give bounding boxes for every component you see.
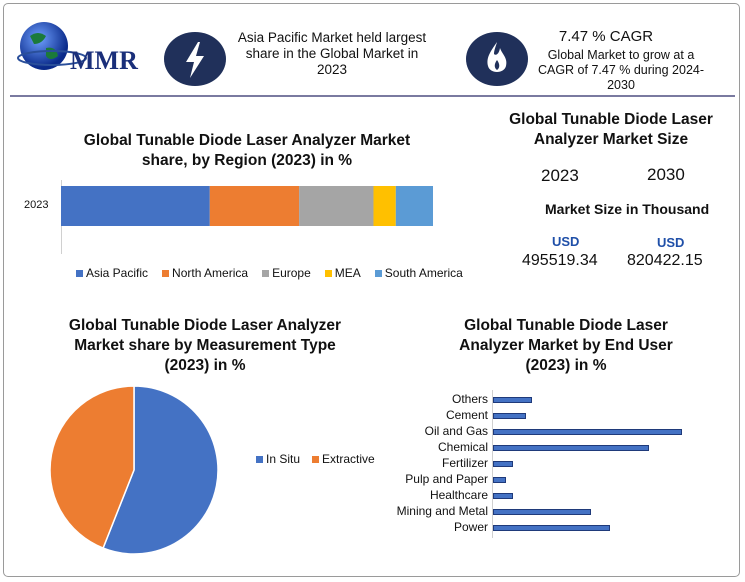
category-label-mining-and-metal: Mining and Metal [396,504,488,518]
measurement-pie [49,385,219,555]
bar-others [493,397,532,403]
region-legend: Asia Pacific North America Europe MEA South … [76,266,496,280]
category-label-healthcare: Healthcare [429,488,488,502]
legend-swatch [162,269,170,277]
year-2030: 2030 [647,165,685,184]
bar-chemical [493,445,649,451]
category-label-pulp-and-paper: Pulp and Paper [405,472,488,486]
currency-2030: USD [657,235,685,250]
legend-swatch [374,269,382,277]
legend-item-asia-pacific: Asia Pacific [76,266,148,280]
region-chart-category-label: 2023 [24,199,49,211]
bar-segment-asia-pacific [61,186,210,226]
category-label-others: Others [451,392,488,406]
legend-label: Asia Pacific [86,266,149,280]
category-label-power: Power [453,520,488,534]
value-2030: 820422.15 [627,252,703,269]
globe-icon [17,22,87,70]
legend-label: North America [172,266,249,280]
market-size-title: Global Tunable Diode Laser Analyzer Mark… [509,111,713,148]
legend-swatch [324,269,332,277]
bar-power [493,525,610,531]
legend-label: MEA [334,266,361,280]
bar-segment-mea [373,186,396,226]
legend-label: South America [384,266,463,280]
region-stacked-bar [61,186,433,226]
flame-icon [466,32,528,86]
bar-pulp-and-paper [493,477,506,483]
year-2023: 2023 [541,166,579,185]
legend-item-mea: MEA [324,266,361,280]
header-divider [10,95,735,97]
enduser-chart-title: Global Tunable Diode Laser Analyzer Mark… [459,317,673,374]
legend-swatch [76,269,83,277]
infographic-frame [3,3,740,577]
category-label-cement: Cement [445,408,488,422]
enduser-axis [492,390,493,538]
cagr-text: Global Market to grow at a CAGR of 7.47 … [537,48,705,92]
pie-legend: In Situ Extractive [256,452,375,466]
legend-swatch [262,269,270,277]
bar-mining-and-metal [493,509,591,515]
value-2023: 495519.34 [522,252,598,269]
currency-2023: USD [552,234,580,249]
lightning-icon [164,32,226,86]
fact-asia-pacific: Asia Pacific Market held largest share i… [237,30,427,77]
pie-slice-in-situ [102,385,219,555]
cagr-title: 7.47 % CAGR [558,28,654,45]
category-label-chemical: Chemical [437,440,488,454]
logo-text: MMR [70,46,138,75]
bar-segment-europe [299,186,374,226]
legend-item-extractive: Extractive [312,452,375,466]
market-size-subtitle: Market Size in Thousand [545,201,710,217]
mmr-logo: MMR [12,18,152,78]
pie-slice-extractive [49,385,135,550]
legend-label: Extractive [322,452,375,466]
legend-item-south-america: South America [374,266,463,280]
category-label-oil-and-gas: Oil and Gas [424,424,488,438]
bar-cement [493,413,526,419]
legend-label: Europe [272,266,311,280]
bar-healthcare [493,493,513,499]
bar-segment-south-america [395,186,433,226]
bar-segment-north-america [209,186,300,226]
legend-item-north-america: North America [162,266,248,280]
enduser-bar-chart: Others Cement Oil and Gas Chemical Fertilize… [397,390,720,540]
pie-chart-title: Global Tunable Diode Laser Analyzer Mark… [68,317,342,374]
region-chart-title: Global Tunable Diode Laser Analyzer Mark… [83,132,411,169]
bar-fertilizer [493,461,513,467]
legend-label: In Situ [266,452,301,466]
legend-item-in-situ: In Situ [256,452,300,466]
legend-swatch [256,455,263,463]
legend-swatch [312,455,320,463]
category-label-fertilizer: Fertilizer [441,456,488,470]
bar-oil-and-gas [493,429,682,435]
legend-item-europe: Europe [262,266,311,280]
